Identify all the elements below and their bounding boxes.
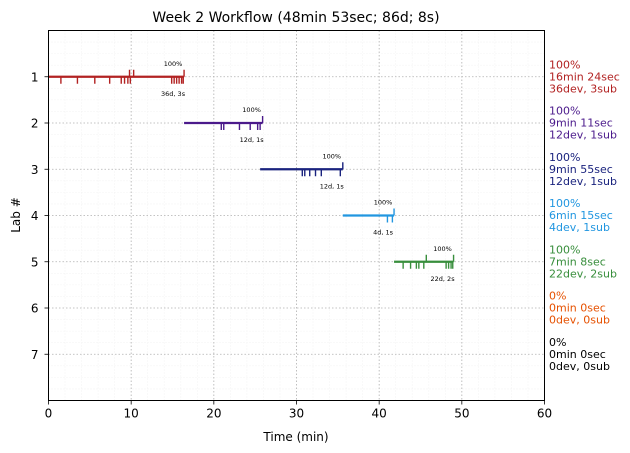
lab-1-side-percent: 100% bbox=[549, 58, 580, 71]
lab-3-percent-label: 100% bbox=[322, 152, 341, 160]
lab-3-side-percent: 100% bbox=[549, 151, 580, 164]
x-tick-label: 40 bbox=[372, 407, 387, 421]
y-tick-label: 4 bbox=[31, 209, 39, 223]
lab-7-side-percent: 0% bbox=[549, 336, 566, 349]
x-tick-label: 50 bbox=[454, 407, 469, 421]
lab-2-count-label: 12d, 1s bbox=[240, 136, 265, 144]
major-grid bbox=[48, 30, 545, 401]
x-tick-label: 20 bbox=[206, 407, 221, 421]
y-tick-label: 2 bbox=[31, 117, 39, 131]
lab-1-side-counts: 36dev, 3sub bbox=[549, 82, 617, 95]
lab-4-side-percent: 100% bbox=[549, 197, 580, 210]
y-tick-label: 5 bbox=[31, 255, 39, 269]
lab-1-percent-label: 100% bbox=[164, 60, 183, 68]
x-axis-label: Time (min) bbox=[262, 430, 328, 444]
lab-7-side-counts: 0dev, 0sub bbox=[549, 360, 610, 373]
lab-4-side-time: 6min 15sec bbox=[549, 209, 613, 222]
lab-5-side-counts: 22dev, 2sub bbox=[549, 267, 617, 280]
lab-1-count-label: 36d, 3s bbox=[161, 90, 186, 98]
lab-3-side-counts: 12dev, 1sub bbox=[549, 175, 617, 188]
y-tick-label: 3 bbox=[31, 163, 39, 177]
lab-4-percent-label: 100% bbox=[374, 199, 393, 207]
lab-4-count-label: 4d, 1s bbox=[373, 229, 394, 237]
lab-6-side-percent: 0% bbox=[549, 290, 566, 303]
y-tick-label: 1 bbox=[31, 70, 39, 84]
lab-3-side-time: 9min 55sec bbox=[549, 163, 613, 176]
lab-2-side-percent: 100% bbox=[549, 105, 580, 118]
lab-4-side-counts: 4dev, 1sub bbox=[549, 221, 610, 234]
y-tick-label: 6 bbox=[31, 302, 39, 316]
x-tick-label: 30 bbox=[289, 407, 304, 421]
lab-5-count-label: 22d, 2s bbox=[431, 275, 456, 283]
lab-2-side-counts: 12dev, 1sub bbox=[549, 129, 617, 142]
lab-2-percent-label: 100% bbox=[242, 106, 261, 114]
x-tick-label: 10 bbox=[124, 407, 139, 421]
lab-5-percent-label: 100% bbox=[433, 245, 452, 253]
lab-marks: 100% 36d, 3s 100% 12d, 1s 100% 12d, 1s 100% 4d,… bbox=[48, 60, 456, 283]
chart-title: Week 2 Workflow (48min 53sec; 86d; 8s) bbox=[152, 10, 439, 26]
lab-6-side-time: 0min 0sec bbox=[549, 302, 606, 315]
lab-6-side-counts: 0dev, 0sub bbox=[549, 314, 610, 327]
y-axis-label: Lab # bbox=[9, 197, 23, 233]
lab-2-side-time: 9min 11sec bbox=[549, 117, 613, 130]
x-tick-label: 0 bbox=[45, 407, 53, 421]
lab-1-side-time: 16min 24sec bbox=[549, 70, 620, 83]
lab-5-side-time: 7min 8sec bbox=[549, 255, 606, 268]
lab-3-count-label: 12d, 1s bbox=[320, 182, 345, 190]
y-tick-label: 7 bbox=[31, 348, 39, 362]
y-axis-ticks: 1 2 3 4 5 6 7 bbox=[31, 70, 49, 362]
lab-5-side-percent: 100% bbox=[549, 243, 580, 256]
x-tick-label: 60 bbox=[537, 407, 552, 421]
lab-7-side-time: 0min 0sec bbox=[549, 348, 606, 361]
x-axis-ticks: 0 10 20 30 40 50 60 bbox=[45, 400, 552, 421]
